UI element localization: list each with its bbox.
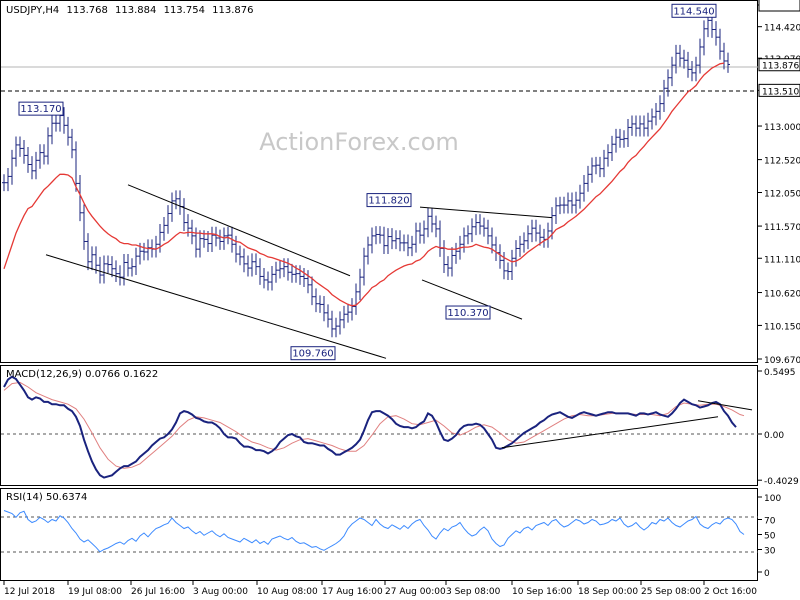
x-axis-label: 10 Sep 16:00 [512, 587, 572, 597]
x-axis-label: 3 Aug 00:00 [193, 587, 248, 597]
price-label-box [290, 346, 336, 361]
x-axis-label: 26 Jul 16:00 [131, 587, 185, 597]
price-trendline [127, 184, 351, 277]
price-trendline [421, 279, 523, 320]
rsi-axis-label: 50 [764, 532, 776, 542]
x-axis-label: 17 Aug 16:00 [322, 587, 383, 597]
price-trendline [419, 206, 553, 219]
support-level-box [758, 83, 800, 97]
price-label: 114.540 [673, 6, 714, 17]
price-axis-label: 114.420 [764, 24, 800, 34]
rsi-axis-label: 30 [764, 547, 776, 557]
price-axis-label: 111.110 [764, 255, 800, 265]
price-label: 111.820 [368, 196, 409, 207]
price-axis-label: 111.570 [764, 223, 800, 233]
price-label-box [445, 305, 491, 320]
macd-trendline [501, 416, 719, 449]
price-panel-frame [0, 0, 758, 363]
rsi-axis-label: 100 [764, 494, 781, 504]
macd-title: MACD(12,26,9) 0.0766 0.1622 [6, 369, 158, 380]
price-label: 113.170 [20, 104, 61, 115]
current-price-label: 113.876 [762, 62, 799, 72]
price-axis-label: 112.520 [764, 157, 800, 167]
price-axis-label: 112.050 [764, 189, 800, 199]
price-label: 110.370 [447, 308, 488, 319]
price-axis-label: 109.670 [764, 356, 800, 366]
ohlc-low: 113.754 [164, 5, 205, 16]
price-label-box [18, 101, 64, 116]
price-trendline [45, 254, 387, 359]
price-label-box [366, 193, 412, 208]
rsi-title: RSI(14) 50.6374 [6, 492, 87, 503]
price-axis-label: 113.000 [764, 123, 800, 133]
rsi-axis-label: 70 [764, 517, 776, 527]
current-price-box [758, 58, 800, 72]
x-axis-label: 18 Sep 00:00 [578, 587, 638, 597]
x-axis-label: 25 Sep 08:00 [641, 587, 701, 597]
x-axis-label: 2 Oct 16:00 [704, 587, 757, 597]
macd-axis-label: 0.00 [764, 431, 784, 441]
price-axis-label: 110.620 [764, 290, 800, 300]
price-axis-label: 110.150 [764, 322, 800, 332]
ohlc-close: 113.876 [212, 5, 253, 16]
rsi-line [3, 510, 745, 553]
price-label: 109.760 [292, 349, 333, 360]
price-title-symbol: USDJPY,H4 [6, 5, 59, 16]
x-axis-label: 10 Aug 08:00 [257, 587, 318, 597]
moving-average-line [3, 62, 725, 307]
x-axis-label: 3 Sep 08:00 [446, 587, 501, 597]
top-price-box [758, 0, 800, 12]
rsi-panel-frame [0, 488, 758, 581]
x-axis-label: 27 Aug 00:00 [385, 587, 446, 597]
macd-trendline [697, 400, 753, 411]
price-title: USDJPY,H4 113.768 113.884 113.754 113.87… [6, 5, 253, 16]
macd-axis-label: -0.4029 [764, 477, 799, 487]
support-level-label: 113.510 [762, 87, 799, 97]
macd-line [3, 375, 737, 479]
watermark: ActionForex.com [259, 128, 459, 156]
price-label-box [671, 3, 717, 18]
ohlc-open: 113.768 [66, 5, 107, 16]
x-axis-label: 12 Jul 2018 [4, 587, 55, 597]
rsi-axis-label: 0 [764, 569, 770, 579]
macd-axis-label: 0.5495 [764, 368, 796, 378]
x-axis-label: 19 Jul 08:00 [68, 587, 122, 597]
ohlc-high: 113.884 [115, 5, 156, 16]
